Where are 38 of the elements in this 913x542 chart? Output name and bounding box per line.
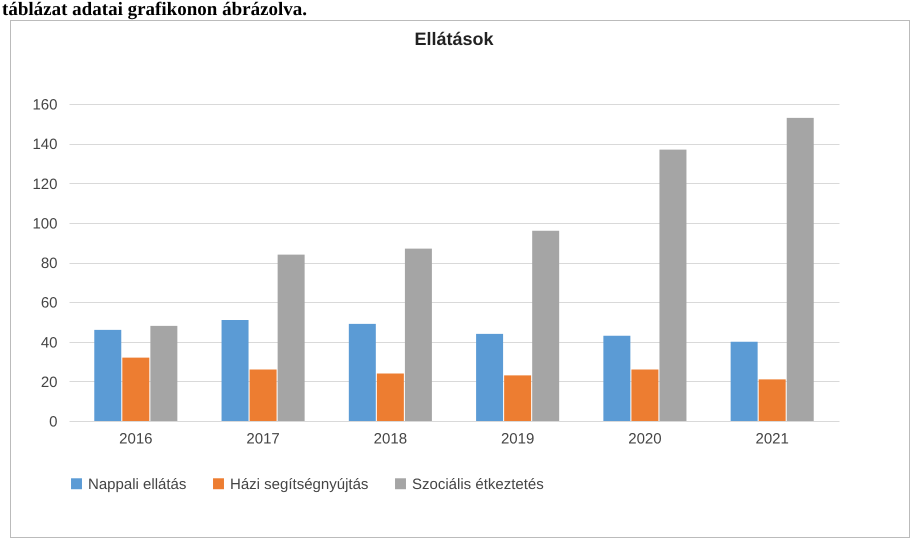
- y-tick-label: 120: [32, 176, 58, 193]
- y-tick-label: 140: [32, 136, 58, 154]
- bar: [659, 150, 686, 421]
- y-tick-label: 160: [32, 96, 58, 114]
- y-tick-label: 80: [40, 255, 58, 272]
- legend-label: Nappali ellátás: [88, 476, 186, 493]
- bar: [278, 254, 305, 421]
- y-tick-label: 100: [32, 215, 58, 232]
- bar: [631, 369, 658, 421]
- bar: [376, 373, 404, 421]
- bar: [532, 230, 560, 421]
- x-tick-label: 2019: [500, 430, 534, 448]
- bar: [730, 342, 758, 421]
- bar: [476, 334, 504, 421]
- bar: [348, 324, 376, 421]
- y-tick-label: 20: [40, 374, 58, 391]
- bar: [122, 358, 150, 421]
- legend-label: Házi segítségnyújtás: [230, 476, 368, 493]
- bar: [786, 118, 814, 421]
- x-tick-label: 2020: [628, 430, 662, 448]
- bar: [758, 379, 786, 421]
- text: táblázat adatai grafikonon ábrázolva.: [1, 0, 308, 20]
- chart-title: Ellátások: [414, 29, 495, 49]
- x-tick-label: 2017: [246, 430, 280, 448]
- bar: [504, 375, 532, 421]
- bar: [150, 326, 178, 421]
- x-tick-label: 2016: [119, 430, 153, 448]
- bar: [94, 330, 122, 421]
- bar: [250, 369, 277, 421]
- x-tick-label: 2021: [755, 430, 789, 448]
- x-tick-label: 2018: [374, 430, 408, 448]
- bar: [603, 336, 630, 421]
- y-tick-label: 60: [40, 294, 58, 312]
- y-tick-label: 40: [40, 334, 58, 352]
- bar: [222, 320, 249, 421]
- legend-label: Szociális étkeztetés: [412, 476, 544, 493]
- bar: [404, 248, 432, 421]
- y-tick-label: 0: [49, 414, 58, 430]
